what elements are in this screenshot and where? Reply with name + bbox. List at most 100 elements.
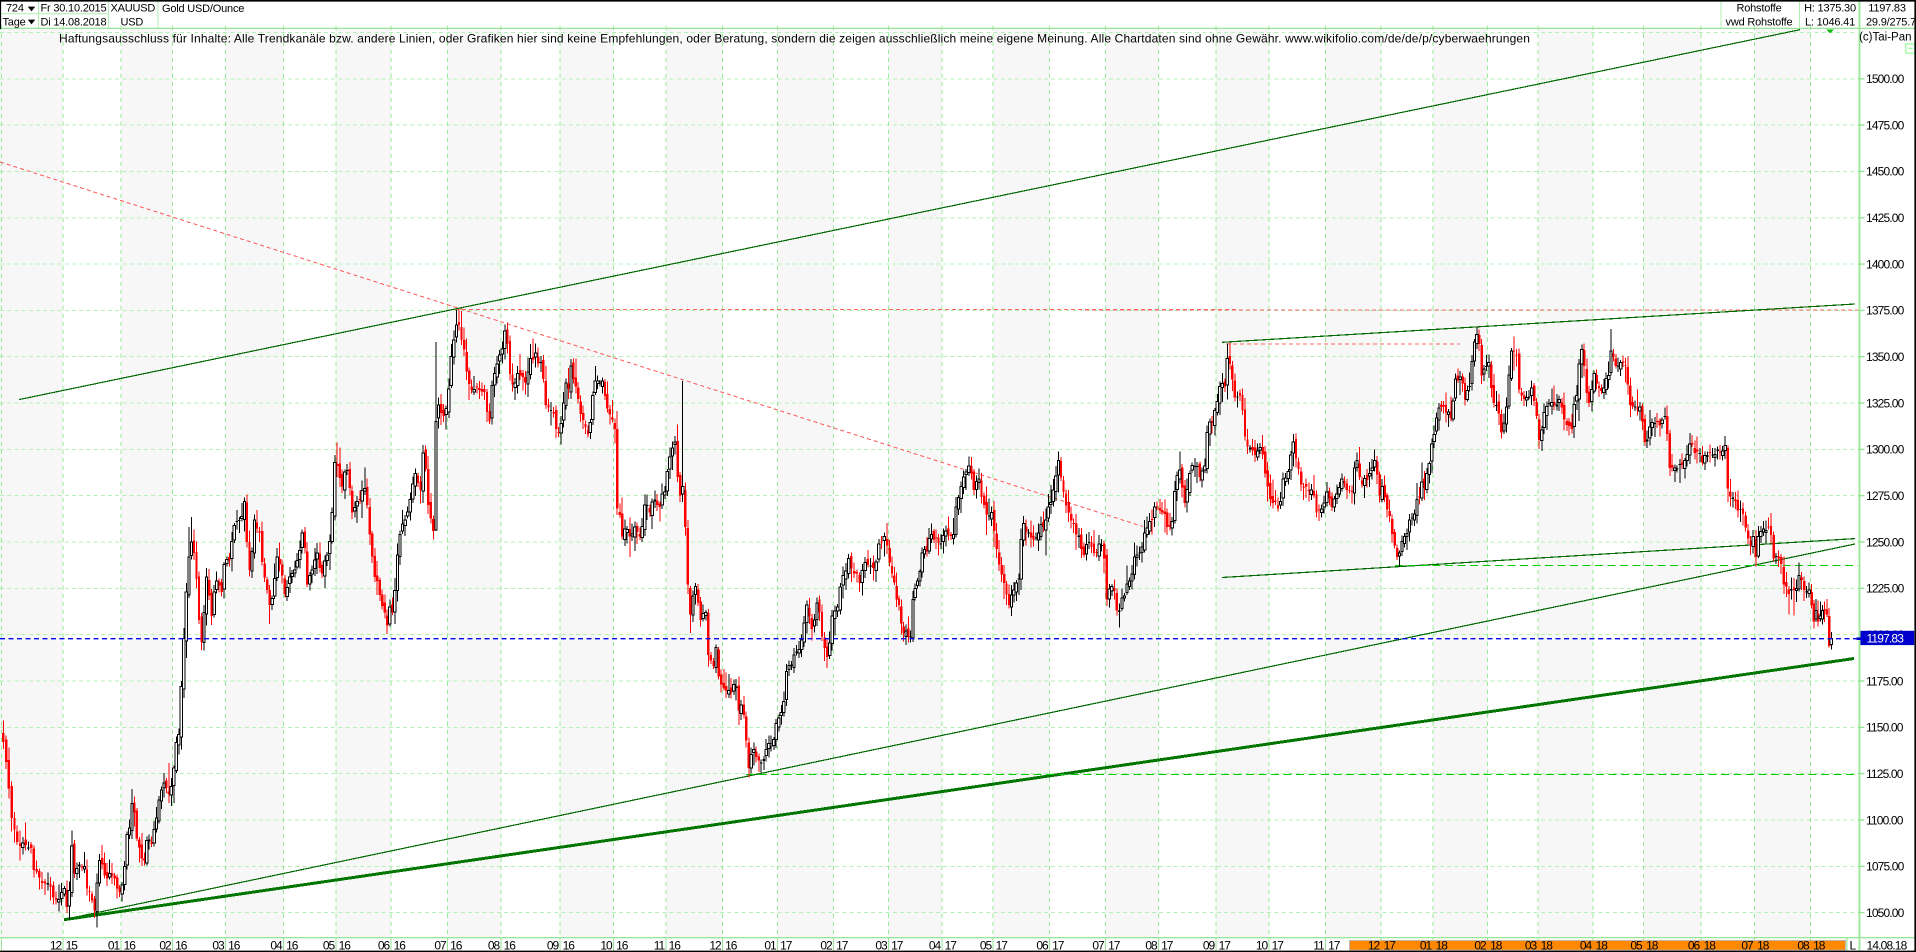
svg-text:1350.00: 1350.00 xyxy=(1866,350,1905,364)
svg-text:18: 18 xyxy=(1646,939,1659,952)
svg-text:vwd Rohstoffe: vwd Rohstoffe xyxy=(1726,16,1793,28)
svg-text:USD: USD xyxy=(120,16,143,28)
svg-text:1075.00: 1075.00 xyxy=(1866,860,1905,874)
svg-text:17: 17 xyxy=(1108,939,1121,952)
svg-text:17: 17 xyxy=(836,939,849,952)
svg-text:18: 18 xyxy=(1813,939,1826,952)
svg-text:17: 17 xyxy=(945,939,958,952)
svg-text:05: 05 xyxy=(323,939,336,952)
svg-text:17: 17 xyxy=(891,939,904,952)
svg-text:18: 18 xyxy=(1436,939,1449,952)
svg-text:03: 03 xyxy=(875,939,888,952)
svg-text:08: 08 xyxy=(1797,939,1810,952)
svg-text:(c)Tai-Pan: (c)Tai-Pan xyxy=(1859,32,1911,44)
svg-text:17: 17 xyxy=(1052,939,1065,952)
svg-text:Di 14.08.2018: Di 14.08.2018 xyxy=(41,16,107,28)
svg-text:12: 12 xyxy=(1368,939,1381,952)
svg-text:18: 18 xyxy=(1596,939,1609,952)
svg-text:1197.83: 1197.83 xyxy=(1867,632,1905,646)
svg-text:1500.00: 1500.00 xyxy=(1866,72,1905,86)
svg-text:16: 16 xyxy=(616,939,629,952)
svg-text:17: 17 xyxy=(1161,939,1174,952)
svg-text:1150.00: 1150.00 xyxy=(1866,721,1904,735)
svg-text:16: 16 xyxy=(725,939,738,952)
svg-text:16: 16 xyxy=(669,939,682,952)
svg-text:16: 16 xyxy=(504,939,517,952)
svg-text:1197.83: 1197.83 xyxy=(1868,3,1906,15)
svg-text:16: 16 xyxy=(228,939,241,952)
svg-text:08: 08 xyxy=(488,939,501,952)
svg-text:1425.00: 1425.00 xyxy=(1866,211,1905,225)
svg-text:02: 02 xyxy=(820,939,833,952)
svg-text:04: 04 xyxy=(1580,939,1593,952)
svg-text:07: 07 xyxy=(1092,939,1105,952)
svg-text:16: 16 xyxy=(286,939,299,952)
svg-text:1275.00: 1275.00 xyxy=(1866,489,1905,503)
svg-text:03: 03 xyxy=(212,939,225,952)
svg-text:06: 06 xyxy=(1036,939,1049,952)
svg-text:1475.00: 1475.00 xyxy=(1866,118,1905,132)
svg-text:17: 17 xyxy=(996,939,1009,952)
svg-text:01: 01 xyxy=(764,939,777,952)
svg-text:06: 06 xyxy=(378,939,391,952)
svg-text:03: 03 xyxy=(1525,939,1538,952)
svg-text:16: 16 xyxy=(450,939,463,952)
svg-text:09: 09 xyxy=(1203,939,1216,952)
svg-text:01: 01 xyxy=(1420,939,1433,952)
svg-text:18: 18 xyxy=(1757,939,1770,952)
svg-text:L: L xyxy=(1850,939,1857,952)
svg-text:1175.00: 1175.00 xyxy=(1866,674,1904,688)
svg-text:18: 18 xyxy=(1541,939,1554,952)
svg-text:16: 16 xyxy=(339,939,352,952)
svg-text:18: 18 xyxy=(1704,939,1717,952)
svg-text:02: 02 xyxy=(159,939,172,952)
svg-text:724: 724 xyxy=(6,3,24,15)
svg-text:1225.00: 1225.00 xyxy=(1866,582,1905,596)
svg-text:12: 12 xyxy=(50,939,63,952)
svg-text:17: 17 xyxy=(1328,939,1341,952)
svg-text:1300.00: 1300.00 xyxy=(1866,443,1905,457)
svg-text:Haftungsausschluss für Inhalte: Haftungsausschluss für Inhalte: Alle Tre… xyxy=(59,32,1530,46)
svg-text:Fr 30.10.2015: Fr 30.10.2015 xyxy=(41,3,107,15)
svg-text:16: 16 xyxy=(563,939,576,952)
svg-text:1375.00: 1375.00 xyxy=(1866,304,1905,318)
svg-text:06: 06 xyxy=(1688,939,1701,952)
svg-text:07: 07 xyxy=(1741,939,1754,952)
svg-text:XAUUSD: XAUUSD xyxy=(110,3,155,15)
svg-text:04: 04 xyxy=(929,939,942,952)
svg-text:14.08.18: 14.08.18 xyxy=(1867,939,1908,952)
svg-text:16: 16 xyxy=(124,939,137,952)
svg-text:1400.00: 1400.00 xyxy=(1866,257,1905,271)
svg-text:01: 01 xyxy=(108,939,121,952)
svg-text:17: 17 xyxy=(1219,939,1232,952)
svg-text:11: 11 xyxy=(654,939,666,952)
svg-text:1325.00: 1325.00 xyxy=(1866,396,1905,410)
svg-text:1100.00: 1100.00 xyxy=(1866,813,1904,827)
svg-text:H: 1375.30: H: 1375.30 xyxy=(1804,3,1856,15)
svg-text:04: 04 xyxy=(270,939,283,952)
svg-text:12: 12 xyxy=(709,939,722,952)
svg-text:08: 08 xyxy=(1145,939,1158,952)
svg-text:L: 1046.41: L: 1046.41 xyxy=(1805,16,1855,28)
svg-text:17: 17 xyxy=(1384,939,1397,952)
svg-text:Tage: Tage xyxy=(3,16,26,28)
svg-text:1050.00: 1050.00 xyxy=(1866,906,1905,920)
svg-text:1125.00: 1125.00 xyxy=(1866,767,1904,781)
svg-text:10: 10 xyxy=(1256,939,1269,952)
svg-text:16: 16 xyxy=(394,939,407,952)
svg-text:18: 18 xyxy=(1490,939,1503,952)
svg-text:05: 05 xyxy=(980,939,993,952)
svg-text:07: 07 xyxy=(434,939,447,952)
svg-text:11: 11 xyxy=(1313,939,1325,952)
svg-text:Gold USD/Ounce: Gold USD/Ounce xyxy=(162,3,244,15)
svg-text:10: 10 xyxy=(600,939,613,952)
svg-text:1250.00: 1250.00 xyxy=(1866,535,1905,549)
svg-text:09: 09 xyxy=(547,939,560,952)
svg-text:1450.00: 1450.00 xyxy=(1866,165,1905,179)
svg-text:17: 17 xyxy=(1272,939,1285,952)
svg-text:29.9/275.7: 29.9/275.7 xyxy=(1866,16,1916,28)
svg-text:16: 16 xyxy=(175,939,188,952)
svg-text:02: 02 xyxy=(1474,939,1487,952)
svg-text:17: 17 xyxy=(780,939,793,952)
svg-text:05: 05 xyxy=(1630,939,1643,952)
